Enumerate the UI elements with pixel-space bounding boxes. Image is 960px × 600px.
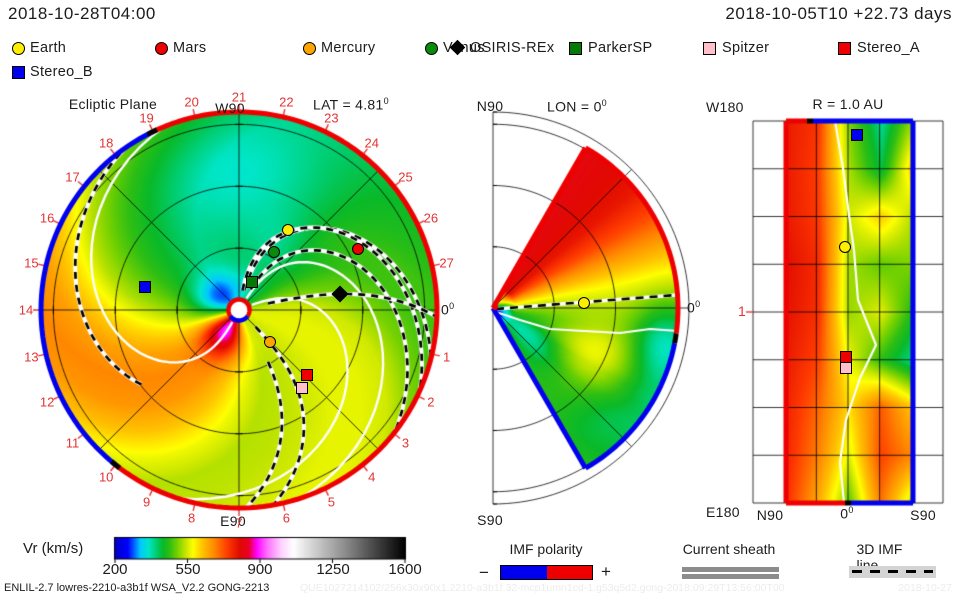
- radial-n90-label: N90: [756, 507, 784, 523]
- radial-title: R = 1.0 AU: [812, 96, 884, 112]
- marker-venus-ecliptic: [267, 246, 280, 259]
- meridional-zero-deg-label: 00: [687, 299, 701, 316]
- legend-label: Spitzer: [722, 40, 770, 56]
- day-label-8: 8: [187, 510, 196, 526]
- radial-e180-label: E180: [706, 504, 740, 520]
- legend-label: OSIRIS-REx: [470, 40, 555, 56]
- legend-label: Stereo_B: [30, 64, 93, 80]
- day-label-20: 20: [184, 94, 199, 110]
- day-label-15: 15: [24, 255, 39, 271]
- legend-label: ParkerSP: [588, 40, 653, 56]
- ecliptic-w90-label: W90: [215, 100, 245, 116]
- parkersp-square-icon: [569, 42, 582, 55]
- legend-label: Stereo_A: [857, 40, 920, 56]
- current-time: 2018-10-28T04:00: [8, 4, 156, 23]
- day-label-21: 21: [231, 89, 247, 105]
- marker-spitzer-radial: [840, 362, 852, 374]
- day-label-4: 4: [368, 469, 376, 485]
- stereo-a-square-icon: [838, 42, 851, 55]
- marker-spitzer-ecliptic: [296, 382, 309, 394]
- legend-label: Earth: [30, 40, 67, 56]
- imf-plus-sign: +: [601, 562, 611, 581]
- day-label-11: 11: [65, 435, 80, 451]
- day-label-2: 2: [427, 394, 435, 410]
- day-label-10: 10: [98, 469, 114, 485]
- radial-zero-deg-label: 00: [840, 505, 854, 522]
- day-label-1: 1: [443, 349, 451, 365]
- day-label-25: 25: [398, 169, 413, 185]
- radial-s90-label: S90: [910, 507, 936, 523]
- run-id-faint-text: QUE1027214102/256x30x90x1.2210-a3b1f.32-…: [300, 582, 785, 594]
- marker-stereo-a-ecliptic: [300, 368, 313, 381]
- meridional-s90-label: S90: [477, 512, 503, 528]
- day-label-13: 13: [24, 349, 39, 365]
- dashed-line-icon: [852, 570, 933, 573]
- colorbar-tick: 1600: [388, 561, 422, 578]
- imf-polarity-bar: [500, 565, 593, 580]
- day-label-23: 23: [324, 110, 339, 126]
- day-label-3: 3: [401, 435, 410, 451]
- imf-3d-line-swatch: [849, 566, 936, 578]
- day-label-26: 26: [423, 210, 439, 226]
- day-label-12: 12: [39, 394, 55, 410]
- marker-earth-meridional: [578, 297, 590, 309]
- day-label-18: 18: [98, 135, 114, 151]
- colorbar-tick: 1250: [316, 561, 350, 578]
- marker-mercury-ecliptic: [263, 336, 276, 349]
- colorbar-tick: 900: [247, 561, 273, 578]
- run-date-faint-text: 2018-10-27: [898, 582, 952, 594]
- earth-circle-icon: [12, 42, 25, 55]
- legend-label: Mars: [173, 40, 207, 56]
- meridional-n90-label: N90: [476, 98, 504, 114]
- meridional-lon-label: LON = 00: [547, 98, 607, 115]
- ecliptic-zero-deg-label: 00: [441, 301, 455, 318]
- stereo-b-square-icon: [12, 66, 25, 79]
- day-label-16: 16: [39, 210, 55, 226]
- imf-negative-swatch: [501, 566, 547, 579]
- legend-label: Mercury: [321, 40, 376, 56]
- day-label-17: 17: [65, 169, 80, 185]
- colorbar-tick: 550: [175, 561, 201, 578]
- current-sheath-swatch: [682, 567, 779, 572]
- day-label-27: 27: [439, 255, 454, 271]
- current-sheath-swatch: [682, 574, 779, 579]
- venus-circle-icon: [425, 42, 438, 55]
- mercury-circle-icon: [303, 42, 316, 55]
- imf-positive-swatch: [546, 566, 592, 579]
- ecliptic-e90-label: E90: [220, 513, 246, 529]
- imf-minus-sign: −: [479, 563, 489, 582]
- colorbar-label: Vr (km/s): [23, 540, 84, 557]
- current-sheath-label: Current sheath: [682, 541, 776, 557]
- spitzer-square-icon: [703, 42, 716, 55]
- day-label-22: 22: [279, 94, 294, 110]
- marker-mars-ecliptic: [352, 243, 365, 256]
- sun-marker: [226, 297, 252, 323]
- mars-circle-icon: [155, 42, 168, 55]
- day-label-7: 7: [235, 515, 243, 531]
- ecliptic-lat-label: LAT = 4.810: [313, 96, 389, 113]
- marker-earth-ecliptic: [282, 223, 295, 236]
- day-label-14: 14: [18, 302, 34, 318]
- ecliptic-title: Ecliptic Plane: [68, 96, 158, 112]
- model-version-text: ENLIL-2.7 lowres-2210-a3b1f WSA_V2.2 GON…: [4, 582, 270, 594]
- radial-w180-label: W180: [706, 99, 744, 115]
- day-label-19: 19: [139, 110, 154, 126]
- imf-polarity-label: IMF polarity: [509, 541, 583, 557]
- marker-parkersp-ecliptic: [246, 276, 259, 288]
- marker-stereo-b-ecliptic: [138, 280, 151, 293]
- day-label-24: 24: [364, 135, 380, 151]
- day-label-5: 5: [327, 494, 336, 510]
- start-time-elapsed: 2018-10-05T10 +22.73 days: [725, 4, 952, 23]
- marker-earth-radial: [839, 241, 851, 253]
- colorbar-tick: 200: [102, 561, 128, 578]
- marker-stereo-b-radial: [851, 129, 863, 141]
- radial-r-tick-label: 1: [738, 303, 747, 319]
- day-label-6: 6: [282, 510, 291, 526]
- day-label-9: 9: [142, 494, 151, 510]
